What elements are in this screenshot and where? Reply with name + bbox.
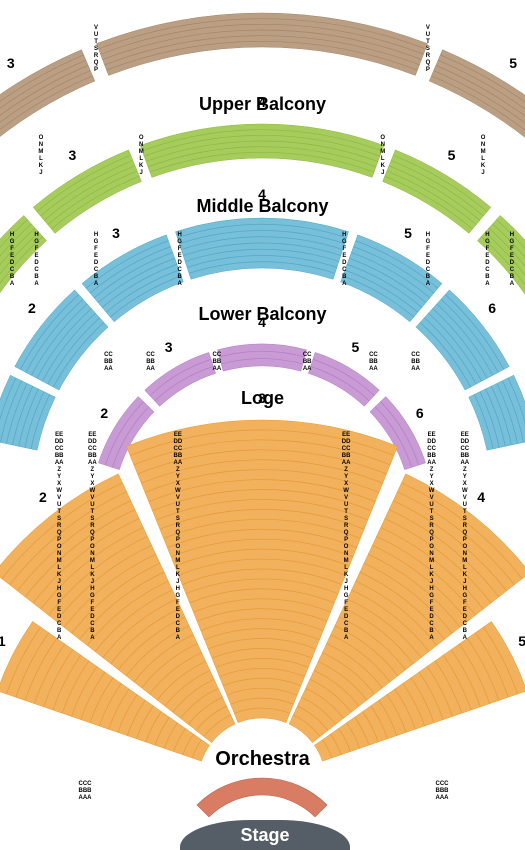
section-number: 3: [7, 55, 15, 71]
section-number: 3: [112, 225, 120, 241]
row-label-column: EEDDCCBBAAZYXWVUTSRQPONMLKJHGFEDCBA: [342, 432, 351, 642]
row-label-column: HGFEDCBA: [485, 232, 490, 288]
row-label-column: EEDDCCBBAAZYXWVUTSRQPONMLKJHGFEDCBA: [88, 432, 97, 642]
section-number: 5: [518, 633, 525, 649]
front-pit-section: [197, 778, 327, 817]
section-number: 4: [258, 94, 266, 110]
row-label-column: ONMLKJ: [380, 135, 385, 177]
row-label-column: CCBBAA: [303, 352, 312, 373]
section-number: 3: [69, 147, 77, 163]
section-block[interactable]: [96, 13, 427, 75]
row-label-column: EEDDCCBBAAZYXWVUTSRQPONMLKJHGFEDCBA: [55, 432, 64, 642]
row-label-column: ONMLKJ: [38, 135, 43, 177]
row-label-column: HGFEDCBA: [342, 232, 347, 288]
section-number: 4: [258, 186, 266, 202]
row-label-column: ONMLKJ: [481, 135, 486, 177]
row-label-column: CCCBBBAAA: [79, 781, 92, 802]
row-label-column: CCBBAA: [369, 352, 378, 373]
row-label-column: EEDDCCBBAAZYXWVUTSRQPONMLKJHGFEDCBA: [427, 432, 436, 642]
row-label-column: EEDDCCBBAAZYXWVUTSRQPONMLKJHGFEDCBA: [460, 432, 469, 642]
level-label: Orchestra: [0, 748, 525, 771]
section-number: 4: [477, 489, 485, 505]
row-label-column: CCBBAA: [411, 352, 420, 373]
seating-chart: Stage 1234567Upper BalconyVUTSRQPVUTSRQP…: [0, 0, 525, 850]
section-number: 1: [0, 633, 6, 649]
section-block[interactable]: [217, 344, 306, 371]
row-label-column: HGFEDCBA: [510, 232, 515, 288]
section-number: 5: [509, 55, 517, 71]
row-label-column: CCBBAA: [212, 352, 221, 373]
row-label-column: VUTSRQP: [94, 25, 99, 74]
section-block[interactable]: [383, 150, 491, 233]
section-block[interactable]: [33, 150, 141, 233]
section-number: 2: [39, 489, 47, 505]
section-number: 5: [448, 147, 456, 163]
section-number: 4: [258, 314, 266, 330]
section-number: 3: [258, 390, 266, 406]
row-label-column: HGFEDCBA: [10, 232, 15, 288]
section-number: 5: [404, 225, 412, 241]
section-number: 3: [165, 339, 173, 355]
seating-svg: [0, 0, 525, 850]
row-label-column: EEDDCCBBAAZYXWVUTSRQPONMLKJHGFEDCBA: [174, 432, 183, 642]
section-number: 5: [351, 339, 359, 355]
row-label-column: VUTSRQP: [426, 25, 431, 74]
row-label-column: HGFEDCBA: [94, 232, 99, 288]
row-label-column: CCBBAA: [146, 352, 155, 373]
row-label-column: HGFEDCBA: [426, 232, 431, 288]
row-label-column: HGFEDCBA: [177, 232, 182, 288]
section-block[interactable]: [175, 218, 348, 279]
row-label-column: CCBBAA: [104, 352, 113, 373]
row-label-column: CCCBBBAAA: [436, 781, 449, 802]
row-label-column: ONMLKJ: [139, 135, 144, 177]
section-block[interactable]: [140, 124, 384, 177]
row-label-column: HGFEDCBA: [34, 232, 39, 288]
